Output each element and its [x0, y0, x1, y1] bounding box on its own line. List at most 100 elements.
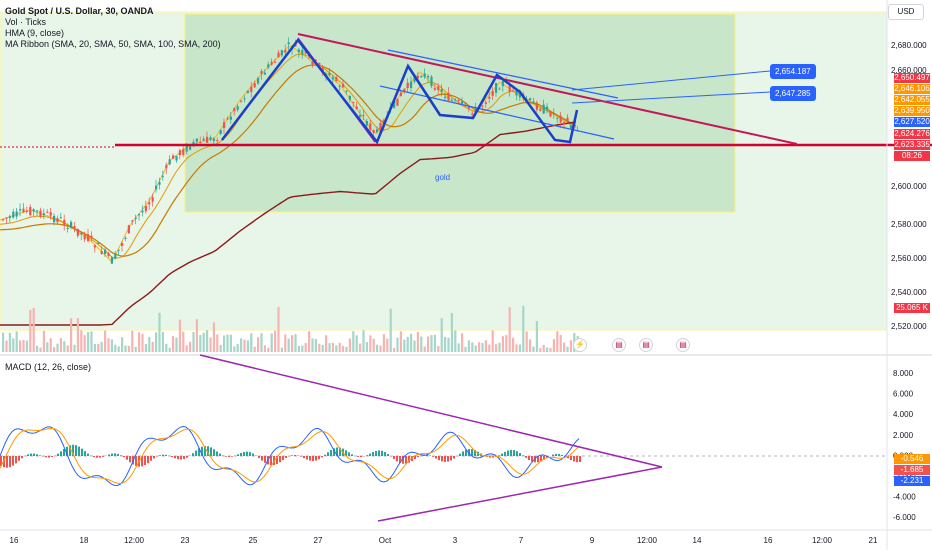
volume-bar: [107, 338, 109, 352]
macd-hist-bar: [174, 456, 176, 458]
macd-hist-bar: [48, 456, 50, 458]
volume-bar: [233, 346, 235, 352]
us-flag-icon[interactable]: ▤: [639, 338, 653, 352]
candle-body: [369, 123, 371, 129]
macd-tick: -6.000: [893, 513, 916, 522]
macd-hist-bar: [453, 456, 455, 459]
candle-body: [196, 139, 198, 142]
macd-hist-bar: [462, 451, 464, 456]
candle-body: [495, 83, 497, 93]
volume-bar: [186, 345, 188, 352]
candle-body: [199, 142, 201, 143]
indicator-volume[interactable]: Vol · Ticks: [5, 17, 221, 28]
macd-hist-bar: [42, 456, 44, 457]
macd-hist-bar: [558, 454, 560, 456]
macd-hist-bar: [51, 456, 53, 457]
candle-body: [454, 100, 456, 101]
volume-bar: [447, 338, 449, 352]
volume-bar: [36, 346, 38, 352]
candle-body: [84, 235, 86, 239]
volume-bar: [16, 331, 18, 352]
macd-hist-bar: [309, 456, 311, 461]
candle-body: [366, 121, 368, 126]
candle-body: [162, 176, 164, 177]
volume-bar: [114, 345, 116, 352]
volume-bar: [359, 344, 361, 352]
candle-body: [104, 250, 106, 254]
symbol-title[interactable]: Gold Spot / U.S. Dollar, 30, OANDA: [5, 6, 221, 17]
macd-hist-bar: [570, 456, 572, 460]
volume-bar: [2, 333, 4, 352]
volume-bar: [427, 337, 429, 352]
macd-triangle-upper[interactable]: [200, 355, 662, 467]
candle-body: [223, 122, 225, 128]
macd-hist-bar: [39, 455, 41, 456]
volume-bar: [267, 348, 269, 352]
volume-bar: [339, 343, 341, 352]
candle-body: [492, 91, 494, 96]
price-badge: 25.065 K: [894, 303, 930, 313]
candle-body: [107, 253, 109, 256]
macd-title[interactable]: MACD (12, 26, close): [5, 362, 91, 372]
lightning-icon[interactable]: ⚡: [573, 338, 587, 352]
indicator-ma-ribbon[interactable]: MA Ribbon (SMA, 20, SMA, 50, SMA, 100, S…: [5, 39, 221, 50]
price-tick: 2,560.000: [891, 254, 927, 263]
volume-bar: [424, 346, 426, 352]
volume-bar: [420, 336, 422, 352]
candle-body: [359, 115, 361, 117]
macd-hist-bar: [450, 456, 452, 460]
candle-body: [182, 149, 184, 155]
volume-bar: [172, 336, 174, 352]
candle-body: [566, 118, 568, 121]
volume-bar: [209, 338, 211, 352]
volume-bar: [461, 333, 463, 352]
price-badge: 2,623.335: [894, 140, 930, 150]
candle-body: [471, 114, 473, 115]
candle-body: [70, 222, 72, 227]
macd-hist-bar: [321, 456, 323, 457]
candle-body: [114, 253, 116, 258]
candle-body: [220, 130, 222, 134]
volume-bar: [124, 346, 126, 352]
volume-bar: [407, 337, 409, 352]
callout-price-1[interactable]: 2,654.187: [770, 64, 816, 79]
price-tick: 2,520.000: [891, 322, 927, 331]
candle-body: [118, 250, 120, 251]
macd-hist-bar: [387, 454, 389, 456]
indicator-hma[interactable]: HMA (9, close): [5, 28, 221, 39]
volume-bar: [131, 331, 133, 352]
macd-tick: 4.000: [893, 410, 914, 419]
time-tick: 18: [80, 536, 89, 545]
candle-body: [444, 97, 446, 98]
candle-body: [46, 212, 48, 213]
candle-body: [281, 50, 283, 55]
time-tick: 12:00: [124, 536, 145, 545]
macd-hist-bar: [303, 456, 305, 458]
callout-price-2[interactable]: 2,647.285: [770, 86, 816, 101]
candle-body: [546, 107, 548, 110]
volume-bar: [90, 332, 92, 352]
candle-body: [135, 218, 137, 219]
volume-bar: [492, 330, 494, 352]
volume-bar: [345, 347, 347, 352]
us-flag-icon[interactable]: ▤: [676, 338, 690, 352]
macd-axis[interactable]: 8.0006.0004.0002.0000.000-2.000-4.000-6.…: [893, 369, 916, 522]
macd-hist-bar: [246, 452, 248, 456]
currency-selector[interactable]: USD: [888, 4, 924, 20]
candle-body: [67, 228, 69, 229]
us-flag-icon[interactable]: ▤: [612, 338, 626, 352]
macd-triangle-lower[interactable]: [378, 467, 662, 521]
candle-body: [400, 93, 402, 96]
macd-hist-bar: [45, 456, 47, 457]
volume-bar: [441, 318, 443, 352]
volume-bar: [67, 345, 69, 352]
volume-bar: [247, 340, 249, 352]
time-tick: 23: [181, 536, 190, 545]
macd-hist-bar: [78, 447, 80, 456]
macd-hist-bar: [429, 455, 431, 456]
macd-hist-bar: [126, 456, 128, 460]
volume-bar: [148, 337, 150, 352]
